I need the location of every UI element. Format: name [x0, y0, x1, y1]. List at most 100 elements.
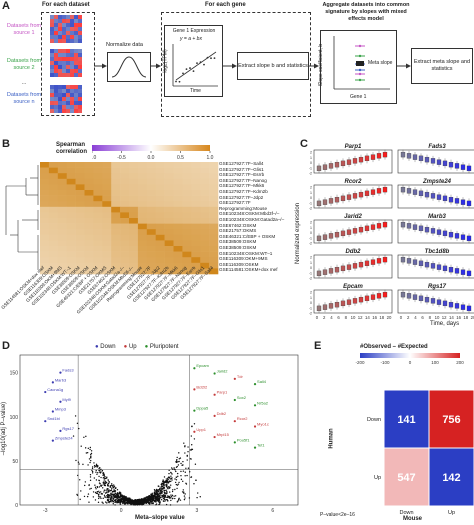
heat-tile — [74, 57, 78, 61]
box — [364, 225, 370, 232]
gene-point — [98, 475, 100, 478]
correlation-cell — [173, 218, 183, 224]
gene-plot-frame — [397, 219, 474, 244]
gene-point — [163, 487, 166, 489]
heat-tile — [70, 35, 74, 39]
correlation-cell — [84, 167, 94, 174]
correlation-cell — [102, 257, 112, 264]
correlation-cell — [40, 268, 50, 275]
gene-point — [74, 415, 77, 417]
correlation-cell — [146, 229, 156, 236]
heat-tile — [66, 85, 70, 89]
heat-tile — [62, 53, 66, 57]
box — [424, 296, 430, 303]
heat-tile — [50, 57, 54, 61]
down-gene-point — [59, 371, 62, 374]
box — [370, 189, 376, 195]
correlation-cell — [182, 167, 192, 174]
correlation-cell — [66, 195, 76, 202]
gene-point — [174, 495, 177, 497]
correlation-cell — [137, 229, 148, 236]
gene-point — [139, 503, 142, 505]
gene-point — [166, 498, 168, 501]
gene-point — [160, 491, 162, 494]
gene-point — [110, 494, 112, 496]
gene-point — [176, 459, 178, 461]
gene1-point — [182, 72, 184, 75]
gene-point — [180, 474, 182, 477]
gene-point — [111, 487, 113, 490]
source-heatmaps — [50, 15, 82, 113]
gene-point — [148, 499, 150, 502]
heat-tile — [62, 23, 66, 27]
heat-tile — [66, 93, 70, 97]
gene-point — [138, 500, 141, 503]
correlation-cell — [155, 257, 165, 264]
box — [448, 161, 454, 168]
heat-tile — [78, 73, 82, 77]
correlation-cell — [57, 223, 67, 230]
gene-point — [159, 502, 161, 504]
gene-point — [107, 499, 110, 502]
gene-title: Ddb2 — [346, 249, 362, 255]
correlation-cell — [155, 223, 165, 230]
x-tick-label: 10 — [351, 315, 356, 320]
correlation-cell — [129, 173, 139, 180]
gene-point — [155, 496, 158, 498]
gene-point — [112, 502, 114, 505]
gene-point — [147, 501, 149, 503]
correlation-cell — [111, 240, 121, 247]
box — [316, 165, 322, 172]
correlation-cell — [182, 201, 192, 208]
correlation-cell — [200, 195, 210, 202]
correlation-cell — [93, 206, 103, 213]
gene-point — [175, 470, 177, 473]
correlation-cell — [146, 190, 156, 196]
gene-point — [131, 502, 133, 504]
correlation-cell — [40, 240, 50, 247]
box — [454, 233, 460, 239]
gene-point — [176, 472, 179, 475]
correlation-cell — [66, 218, 76, 224]
correlation-cell — [146, 173, 156, 180]
heat-tile — [58, 57, 62, 61]
correlation-cell — [102, 246, 112, 252]
gene-point — [127, 499, 129, 501]
heat-tile — [62, 109, 66, 113]
gene-point — [109, 500, 112, 503]
gene-point — [87, 464, 89, 466]
gene-point — [147, 495, 150, 497]
gene-point — [76, 493, 78, 496]
heat-tile — [50, 105, 54, 109]
correlation-cell — [93, 262, 103, 269]
x-tick-label: 18 — [463, 315, 468, 320]
correlation-cell — [40, 201, 50, 208]
gene-point — [89, 474, 92, 476]
heat-tile — [74, 97, 78, 101]
heat-tile — [54, 97, 58, 101]
gene-point — [121, 497, 123, 500]
heatmap-row-label: GSE127927:7F–Jdp2 — [219, 194, 264, 200]
correlation-cell — [191, 173, 201, 180]
correlation-cell — [102, 184, 112, 191]
heat-tile — [58, 101, 62, 105]
box — [316, 200, 322, 207]
correlation-cell — [102, 178, 112, 185]
correlation-cell — [75, 178, 85, 185]
gene-point — [95, 479, 98, 481]
gene-point — [155, 501, 157, 503]
down-gene-point — [44, 420, 47, 423]
gene-plot-frame — [313, 289, 393, 314]
gene-point — [157, 499, 159, 501]
gene-point — [178, 481, 180, 484]
gene-point — [164, 489, 166, 492]
gene1-point — [203, 63, 205, 66]
correlation-cell — [40, 223, 50, 230]
correlation-cell — [40, 178, 50, 185]
box — [382, 256, 388, 263]
heat-tile — [58, 97, 62, 101]
gene-point — [170, 499, 172, 502]
heat-tile — [78, 19, 82, 23]
gene-point — [105, 501, 107, 503]
heat-tile — [70, 31, 74, 35]
